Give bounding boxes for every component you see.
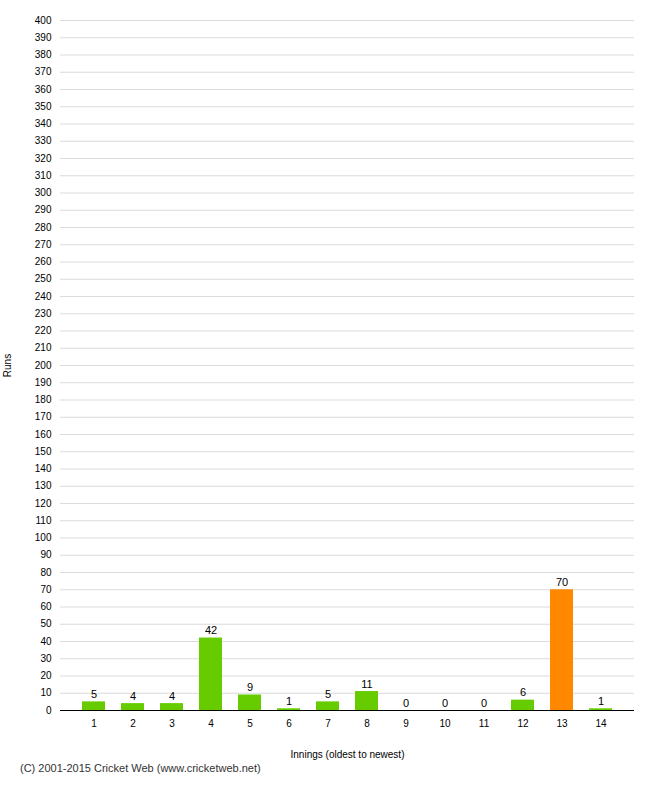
svg-text:10: 10 <box>439 718 451 729</box>
svg-text:260: 260 <box>35 256 52 267</box>
svg-text:30: 30 <box>40 653 52 664</box>
svg-text:0: 0 <box>46 705 52 716</box>
svg-text:180: 180 <box>35 394 52 405</box>
svg-text:42: 42 <box>205 624 217 636</box>
svg-text:12: 12 <box>517 718 529 729</box>
html-text:(C) 2001-2015 Cricket Web (www: (C) 2001-2015 Cricket Web (www.cricketwe… <box>20 762 261 774</box>
svg-text:130: 130 <box>35 480 52 491</box>
svg-text:200: 200 <box>35 360 52 371</box>
svg-text:80: 80 <box>40 567 52 578</box>
svg-text:11: 11 <box>479 718 490 729</box>
svg-text:9: 9 <box>403 718 409 729</box>
svg-text:20: 20 <box>40 670 52 681</box>
svg-text:13: 13 <box>556 718 568 729</box>
svg-text:1: 1 <box>598 695 604 707</box>
svg-text:190: 190 <box>35 377 52 388</box>
svg-text:6: 6 <box>520 686 526 698</box>
svg-text:11: 11 <box>361 678 372 690</box>
svg-text:70: 70 <box>40 584 52 595</box>
svg-text:210: 210 <box>35 342 52 353</box>
svg-text:0: 0 <box>403 697 409 709</box>
svg-text:5: 5 <box>325 688 331 700</box>
svg-text:6: 6 <box>286 718 292 729</box>
svg-text:70: 70 <box>556 576 568 588</box>
svg-text:14: 14 <box>595 718 607 729</box>
svg-text:170: 170 <box>35 411 52 422</box>
svg-text:250: 250 <box>35 273 52 284</box>
svg-text:60: 60 <box>40 601 52 612</box>
svg-text:120: 120 <box>35 498 52 509</box>
svg-text:2: 2 <box>130 718 136 729</box>
svg-text:50: 50 <box>40 618 52 629</box>
svg-text:160: 160 <box>35 429 52 440</box>
svg-text:220: 220 <box>35 325 52 336</box>
svg-text:8: 8 <box>364 718 370 729</box>
svg-text:400: 400 <box>35 15 52 26</box>
svg-text:270: 270 <box>35 239 52 250</box>
svg-text:0: 0 <box>442 697 448 709</box>
svg-text:340: 340 <box>35 118 52 129</box>
svg-text:110: 110 <box>36 515 52 526</box>
svg-text:Runs: Runs <box>2 354 13 377</box>
svg-text:90: 90 <box>40 549 52 560</box>
svg-text:370: 370 <box>35 66 52 77</box>
svg-text:230: 230 <box>35 308 52 319</box>
svg-text:7: 7 <box>325 718 331 729</box>
svg-text:5: 5 <box>247 718 253 729</box>
svg-text:10: 10 <box>40 687 52 698</box>
svg-text:140: 140 <box>35 463 52 474</box>
svg-text:330: 330 <box>35 135 52 146</box>
svg-text:290: 290 <box>35 204 52 215</box>
svg-text:320: 320 <box>35 153 52 164</box>
svg-text:40: 40 <box>40 636 52 647</box>
svg-text:Innings (oldest to newest): Innings (oldest to newest) <box>291 749 405 760</box>
svg-text:390: 390 <box>35 32 52 43</box>
svg-text:240: 240 <box>35 291 52 302</box>
svg-text:4: 4 <box>208 718 214 729</box>
svg-text:100: 100 <box>35 532 52 543</box>
svg-text:300: 300 <box>35 187 52 198</box>
svg-text:5: 5 <box>91 688 97 700</box>
svg-text:4: 4 <box>130 690 136 702</box>
svg-text:380: 380 <box>35 49 52 60</box>
svg-text:360: 360 <box>35 84 52 95</box>
svg-text:150: 150 <box>35 446 52 457</box>
svg-text:1: 1 <box>286 695 292 707</box>
svg-text:4: 4 <box>169 690 175 702</box>
svg-text:9: 9 <box>247 681 253 693</box>
svg-text:280: 280 <box>35 222 52 233</box>
svg-text:0: 0 <box>481 697 487 709</box>
svg-text:1: 1 <box>91 718 97 729</box>
svg-text:310: 310 <box>35 170 52 181</box>
svg-text:350: 350 <box>35 101 52 112</box>
svg-text:3: 3 <box>169 718 175 729</box>
